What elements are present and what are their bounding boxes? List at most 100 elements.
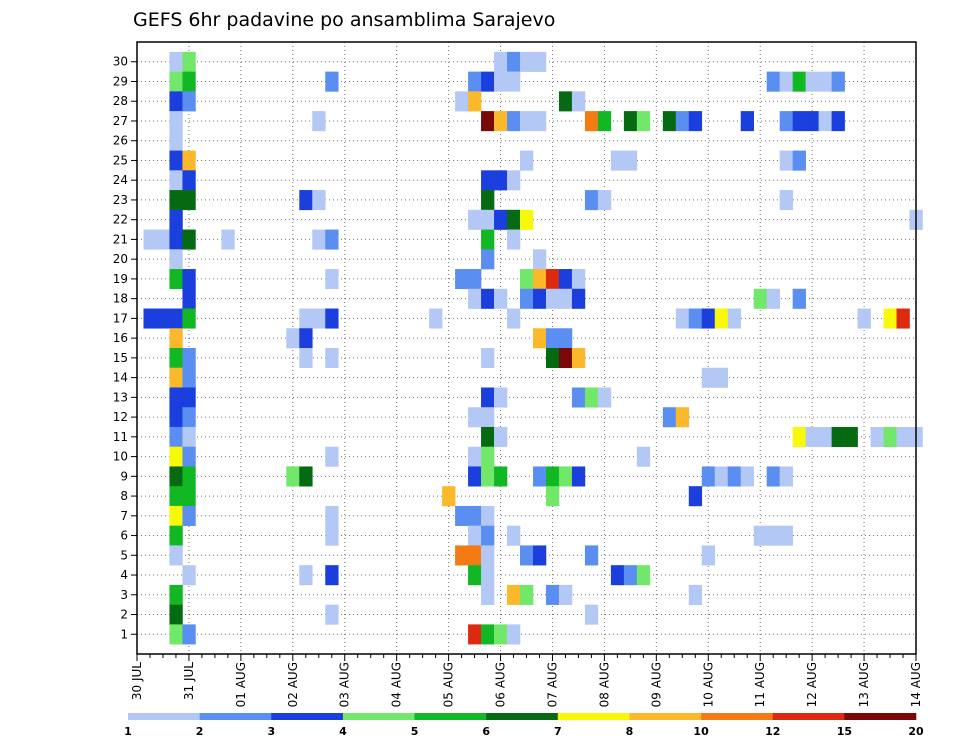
x-tick-label: 08 AUG — [597, 662, 611, 707]
heat-cell — [481, 426, 495, 448]
heat-cell — [169, 150, 183, 171]
heat-cell — [623, 150, 638, 171]
x-tick-label: 01 AUG — [234, 662, 248, 707]
colorbar-swatch — [486, 713, 559, 720]
heat-cell — [481, 249, 495, 270]
heat-cell — [688, 584, 703, 605]
heat-cell — [623, 565, 638, 586]
x-tick-label: 05 AUG — [442, 662, 456, 707]
x-tick-label: 13 AUG — [857, 662, 871, 707]
heat-cell — [481, 466, 495, 487]
y-tick-label: 6 — [120, 529, 128, 543]
heat-cell — [481, 229, 495, 250]
heat-cell — [558, 288, 573, 309]
heat-cell — [468, 209, 482, 230]
heat-cell — [182, 91, 196, 112]
heat-cell — [182, 71, 196, 92]
heat-cell — [481, 565, 495, 586]
heat-cell — [753, 525, 767, 546]
heat-cell — [520, 584, 534, 605]
heat-cell — [182, 565, 196, 586]
heat-cell — [558, 584, 573, 605]
heat-cell — [182, 348, 196, 369]
heat-cell — [584, 545, 599, 566]
heat-cell — [169, 545, 183, 566]
heat-cell — [818, 71, 832, 92]
heat-cell — [325, 505, 339, 526]
colorbar-tick-label: 8 — [626, 725, 634, 738]
heat-cell — [182, 624, 196, 645]
heat-cell — [481, 387, 495, 408]
colorbar-swatch — [271, 713, 344, 720]
heat-cell — [468, 71, 482, 92]
plot-area: 1234567891011121314151617181920212223242… — [113, 41, 923, 707]
x-tick-label: 14 AUG — [909, 662, 923, 707]
colorbar-tick-label: 20 — [908, 725, 924, 738]
heat-cell — [520, 150, 534, 171]
heat-cell — [221, 229, 235, 250]
heat-cell — [494, 209, 508, 230]
colorbar-swatch — [772, 713, 845, 720]
y-tick-label: 25 — [113, 153, 128, 167]
heat-cell — [558, 91, 573, 112]
heat-cell — [494, 426, 508, 448]
heat-cell — [507, 229, 521, 250]
heat-cell — [455, 545, 469, 566]
heat-cell — [507, 308, 521, 329]
x-tick-label: 10 AUG — [701, 662, 715, 707]
heat-cell — [481, 170, 495, 191]
heat-cell — [182, 367, 196, 388]
heat-cell — [468, 407, 482, 428]
y-tick-label: 17 — [113, 311, 128, 325]
y-tick-label: 4 — [120, 568, 128, 582]
heat-cell — [532, 111, 547, 132]
colorbar-tick-label: 6 — [482, 725, 490, 738]
y-tick-label: 30 — [113, 55, 128, 69]
heat-cell — [442, 486, 456, 507]
heat-cell — [325, 269, 339, 290]
heat-cell — [792, 111, 806, 132]
heat-cell — [169, 249, 183, 270]
heat-cell — [325, 525, 339, 546]
y-tick-label: 15 — [113, 351, 128, 365]
heat-cell — [481, 209, 495, 230]
heat-cell — [532, 288, 547, 309]
heat-cell — [182, 190, 196, 211]
heat-cell — [182, 505, 196, 526]
y-tick-label: 29 — [113, 74, 128, 88]
colorbar-tick-label: 15 — [837, 725, 852, 738]
colorbar-tick-label: 1 — [124, 725, 132, 738]
heat-cell — [545, 466, 560, 487]
heat-cell — [481, 288, 495, 309]
heat-cell — [545, 486, 560, 507]
heat-cell — [779, 111, 793, 132]
heat-cell — [156, 229, 170, 250]
heat-cell — [766, 466, 780, 487]
heat-cell — [701, 545, 716, 566]
colorbar-swatch — [629, 713, 702, 720]
x-tick-label: 03 AUG — [338, 662, 352, 707]
heat-cell — [507, 71, 521, 92]
heat-cell — [468, 565, 482, 586]
y-tick-label: 23 — [113, 193, 128, 207]
x-tick-label: 09 AUG — [649, 662, 663, 707]
heat-cell — [753, 288, 767, 309]
heat-cell — [312, 229, 326, 250]
heat-cell — [896, 426, 910, 448]
heat-cell — [714, 308, 729, 329]
colorbar-tick-label: 4 — [339, 725, 347, 738]
heat-cell — [494, 387, 508, 408]
heat-cell — [831, 71, 845, 92]
y-tick-label: 3 — [120, 588, 128, 602]
heat-cell — [584, 387, 599, 408]
heat-cell — [597, 190, 612, 211]
heat-cell — [545, 584, 560, 605]
heat-cell — [532, 466, 547, 487]
heat-cell — [558, 269, 573, 290]
heat-cell — [883, 426, 897, 448]
heat-cell — [312, 308, 326, 329]
heat-cell — [818, 426, 832, 448]
heat-cell — [520, 288, 534, 309]
heat-cell — [675, 308, 690, 329]
heat-cell — [623, 111, 638, 132]
